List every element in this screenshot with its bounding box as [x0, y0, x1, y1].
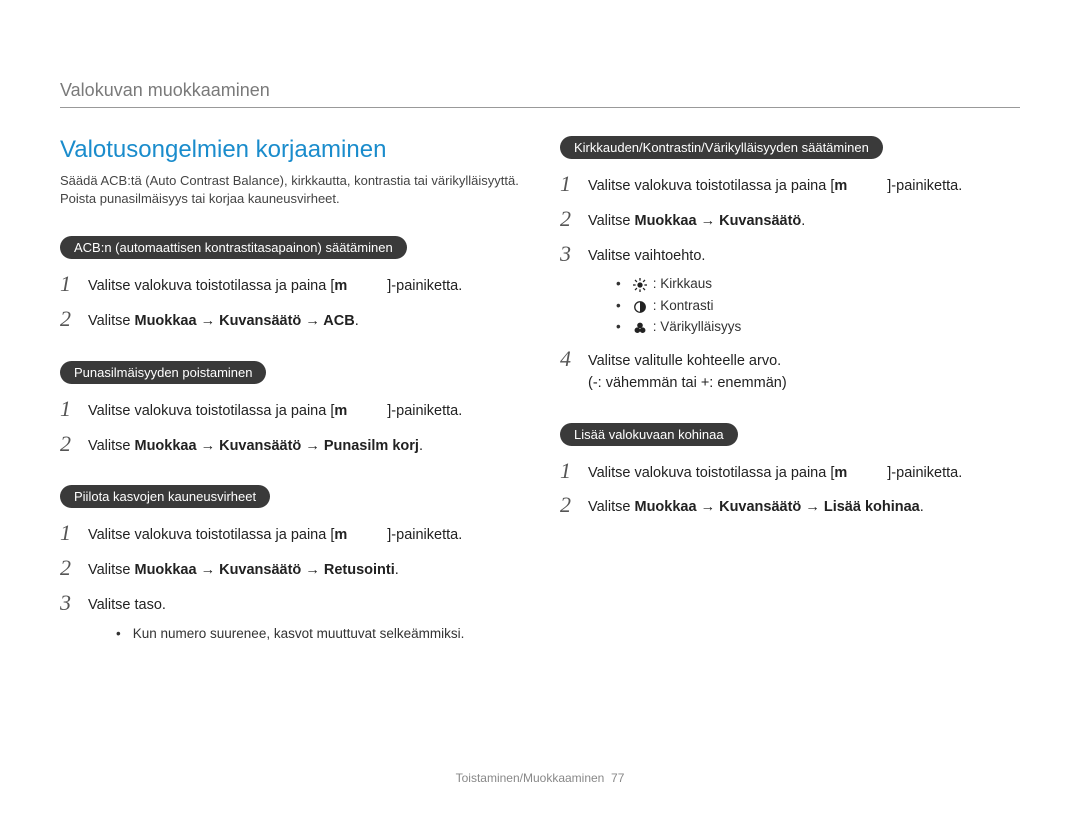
- icon-bullet-list: : Kirkkaus: Kontrasti: Värikylläisyys: [616, 273, 1020, 338]
- section-pill: Lisää valokuvaan kohinaa: [560, 423, 738, 446]
- step-item: 2 Valitse Muokkaa → Kuvansäätö → Retusoi…: [60, 557, 520, 582]
- section-title: Valotusongelmien korjaaminen: [60, 136, 520, 164]
- step-item: 1 Valitse valokuva toistotilassa ja pain…: [60, 273, 520, 298]
- step-text: Valitse Muokkaa → Kuvansäätö → Lisää koh…: [588, 494, 1020, 519]
- icon-bullet: : Kirkkaus: [616, 273, 1020, 295]
- step-item: 1 Valitse valokuva toistotilassa ja pain…: [60, 522, 520, 547]
- step-text: Valitse Muokkaa → Kuvansäätö.: [588, 208, 1020, 233]
- icon-bullet: : Värikylläisyys: [616, 316, 1020, 338]
- bullet-label: : Kirkkaus: [653, 273, 712, 295]
- step-item: 3 Valitse vaihtoehto.: Kirkkaus: Kontras…: [560, 243, 1020, 339]
- step-number: 3: [60, 592, 76, 614]
- step-number: 2: [60, 433, 76, 455]
- step-item: 1 Valitse valokuva toistotilassa ja pain…: [560, 460, 1020, 485]
- section-pill: ACB:n (automaattisen kontrastitasapainon…: [60, 236, 407, 259]
- section-pill: Punasilmäisyyden poistaminen: [60, 361, 266, 384]
- step-text: Valitse Muokkaa → Kuvansäätö → ACB.: [88, 308, 520, 333]
- step-item: 2 Valitse Muokkaa → Kuvansäätö → Punasil…: [60, 433, 520, 458]
- step-number: 2: [560, 494, 576, 516]
- step-text: Valitse valokuva toistotilassa ja paina …: [588, 173, 1020, 198]
- step-text: Valitse Muokkaa → Kuvansäätö → Punasilm …: [88, 433, 520, 458]
- step-number: 2: [560, 208, 576, 230]
- right-column: Kirkkauden/Kontrastin/Värikylläisyyden s…: [560, 136, 1020, 672]
- step-number: 2: [60, 557, 76, 579]
- step-list: 1 Valitse valokuva toistotilassa ja pain…: [60, 273, 520, 333]
- step-text: Valitse taso.Kun numero suurenee, kasvot…: [88, 592, 520, 644]
- step-list: 1 Valitse valokuva toistotilassa ja pain…: [560, 460, 1020, 520]
- icon-bullet: : Kontrasti: [616, 295, 1020, 317]
- step-number: 1: [60, 398, 76, 420]
- step-number: 3: [560, 243, 576, 265]
- saturation-icon: [633, 320, 647, 334]
- step-item: 2 Valitse Muokkaa → Kuvansäätö → Lisää k…: [560, 494, 1020, 519]
- step-number: 1: [60, 522, 76, 544]
- step-item: 4 Valitse valitulle kohteelle arvo.(-: v…: [560, 348, 1020, 395]
- step-item: 1 Valitse valokuva toistotilassa ja pain…: [560, 173, 1020, 198]
- page-header: Valokuvan muokkaaminen: [60, 80, 1020, 108]
- step-item: 2 Valitse Muokkaa → Kuvansäätö → ACB.: [60, 308, 520, 333]
- plain-bullet-list: Kun numero suurenee, kasvot muuttuvat se…: [116, 623, 520, 645]
- left-column: Valotusongelmien korjaaminen Säädä ACB:t…: [60, 136, 520, 672]
- step-number: 4: [560, 348, 576, 370]
- section-intro: Säädä ACB:tä (Auto Contrast Balance), ki…: [60, 172, 520, 208]
- step-number: 2: [60, 308, 76, 330]
- footer-section: Toistaminen/Muokkaaminen: [456, 771, 605, 785]
- brightness-icon: [633, 277, 647, 291]
- step-text: Valitse valokuva toistotilassa ja paina …: [88, 522, 520, 547]
- bullet-label: : Värikylläisyys: [653, 316, 742, 338]
- step-item: 2 Valitse Muokkaa → Kuvansäätö.: [560, 208, 1020, 233]
- step-list: 1 Valitse valokuva toistotilassa ja pain…: [60, 398, 520, 458]
- step-list: 1 Valitse valokuva toistotilassa ja pain…: [60, 522, 520, 644]
- page-footer: Toistaminen/Muokkaaminen 77: [0, 771, 1080, 785]
- bullet-label: : Kontrasti: [653, 295, 714, 317]
- contrast-icon: [633, 299, 647, 313]
- step-text: Valitse Muokkaa → Kuvansäätö → Retusoint…: [88, 557, 520, 582]
- step-number: 1: [560, 173, 576, 195]
- step-number: 1: [60, 273, 76, 295]
- step-text: Valitse valokuva toistotilassa ja paina …: [588, 460, 1020, 485]
- step-text: Valitse valokuva toistotilassa ja paina …: [88, 273, 520, 298]
- step-list: 1 Valitse valokuva toistotilassa ja pain…: [560, 173, 1020, 395]
- step-item: 1 Valitse valokuva toistotilassa ja pain…: [60, 398, 520, 423]
- plain-bullet: Kun numero suurenee, kasvot muuttuvat se…: [116, 623, 520, 645]
- footer-page-number: 77: [611, 771, 624, 785]
- section-pill: Piilota kasvojen kauneusvirheet: [60, 485, 270, 508]
- step-text: Valitse valokuva toistotilassa ja paina …: [88, 398, 520, 423]
- step-number: 1: [560, 460, 576, 482]
- step-text: Valitse vaihtoehto.: Kirkkaus: Kontrasti…: [588, 243, 1020, 339]
- step-item: 3 Valitse taso.Kun numero suurenee, kasv…: [60, 592, 520, 644]
- bullet-text: Kun numero suurenee, kasvot muuttuvat se…: [133, 623, 465, 645]
- section-pill: Kirkkauden/Kontrastin/Värikylläisyyden s…: [560, 136, 883, 159]
- content-columns: Valotusongelmien korjaaminen Säädä ACB:t…: [60, 136, 1020, 672]
- step-text: Valitse valitulle kohteelle arvo.(-: väh…: [588, 348, 1020, 395]
